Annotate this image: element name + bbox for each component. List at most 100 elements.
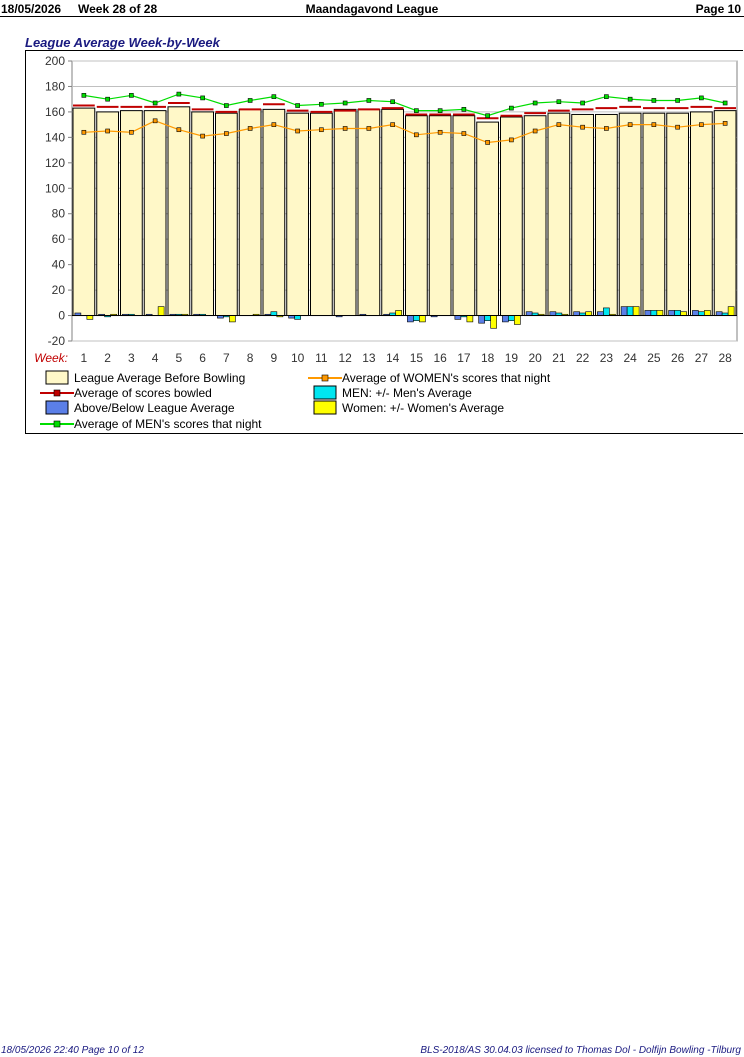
league-average-bar — [262, 108, 286, 317]
x-tick-label: 27 — [695, 351, 709, 365]
men-average-point — [532, 100, 538, 106]
women-average-point — [604, 126, 609, 131]
women-average-point — [152, 118, 158, 124]
women-average-point — [342, 126, 348, 131]
above-below-bar — [668, 310, 675, 316]
women-diff-bar — [419, 315, 426, 323]
league-average-bar — [310, 112, 333, 317]
league-average-bar — [167, 106, 191, 317]
women-average-point — [556, 122, 562, 127]
women-diff-bar — [514, 315, 521, 325]
y-tick-label: 200 — [45, 54, 65, 68]
men-diff-bar — [674, 310, 681, 316]
league-average-bar — [428, 115, 452, 317]
men-average-point — [556, 99, 562, 105]
men-average-point — [224, 103, 229, 108]
x-tick-label: 19 — [505, 351, 519, 365]
above-below-bar — [620, 306, 628, 316]
x-tick-label: 10 — [291, 351, 305, 365]
women-average-point — [509, 137, 514, 143]
above-below-bar — [692, 310, 699, 316]
league-average-bar — [333, 108, 357, 317]
league-average-bar — [72, 107, 96, 317]
league-average-bar — [500, 116, 523, 317]
x-tick-label: 7 — [223, 351, 230, 365]
women-average-point — [390, 122, 395, 127]
footer-left: 18/05/2026 22:40 Page 10 of 12 — [1, 1045, 144, 1056]
x-tick-label: 28 — [718, 351, 732, 365]
women-average-point — [319, 127, 324, 133]
men-average-point — [461, 107, 467, 112]
women-average-point — [200, 133, 205, 139]
above-below-bar — [573, 311, 580, 316]
x-tick-label: 3 — [128, 351, 135, 365]
above-below-bar — [478, 315, 485, 324]
men-average-point — [604, 94, 609, 99]
women-average-point — [699, 122, 704, 127]
league-average-bar — [690, 111, 713, 317]
women-average-point — [176, 127, 182, 133]
chart-title: League Average Week-by-Week — [25, 35, 220, 50]
women-average-point — [224, 131, 229, 136]
y-tick-label: 140 — [45, 130, 65, 144]
men-average-point — [722, 100, 728, 106]
women-average-point — [627, 122, 633, 127]
x-tick-label: 23 — [600, 351, 614, 365]
league-average-bar — [215, 112, 238, 317]
league-average-bar — [405, 115, 428, 317]
women-average-point — [485, 140, 490, 145]
women-average-point — [414, 132, 419, 138]
women-average-point — [81, 129, 87, 135]
header-date: 18/05/2026 — [1, 2, 62, 16]
women-average-point — [129, 129, 134, 135]
legend-swatch-marker — [321, 374, 329, 382]
legend-label: Average of scores bowled — [74, 386, 212, 400]
men-average-point — [437, 108, 443, 113]
footer-right: BLS-2018/AS 30.04.03 licensed to Thomas … — [420, 1045, 741, 1056]
legend-swatch — [313, 385, 337, 400]
y-tick-label: 180 — [45, 79, 65, 93]
men-diff-bar — [413, 315, 420, 321]
above-below-bar — [407, 315, 414, 323]
men-average-point — [319, 101, 324, 107]
legend-label: Average of MEN's scores that night — [74, 417, 262, 431]
above-below-bar — [454, 315, 462, 320]
women-diff-bar — [229, 315, 236, 323]
league-average-bar — [286, 112, 309, 317]
men-average-point — [152, 100, 158, 106]
women-average-point — [366, 126, 372, 131]
men-average-point — [366, 98, 372, 103]
above-below-bar — [525, 311, 533, 316]
men-diff-bar — [294, 315, 301, 320]
y-tick-label: 80 — [52, 207, 66, 221]
men-diff-bar — [603, 307, 610, 316]
women-diff-bar — [727, 306, 735, 316]
y-tick-label: -20 — [48, 334, 66, 348]
women-diff-bar — [704, 310, 711, 316]
women-diff-bar — [632, 306, 640, 316]
men-diff-bar — [626, 306, 634, 316]
x-tick-label: 25 — [647, 351, 661, 365]
above-below-bar — [644, 310, 652, 316]
men-average-point — [129, 93, 134, 98]
legend-swatch — [313, 400, 337, 415]
legend-swatch — [45, 370, 69, 385]
legend-label: Above/Below League Average — [74, 401, 235, 415]
x-tick-label: 13 — [362, 351, 376, 365]
y-tick-label: 100 — [45, 181, 65, 195]
x-tick-label: 12 — [338, 351, 352, 365]
league-average-bar — [547, 112, 571, 317]
women-average-point — [295, 128, 300, 134]
legend-label: League Average Before Bowling — [74, 371, 245, 385]
legend-swatch — [45, 400, 69, 415]
y-tick-label: 40 — [52, 258, 66, 272]
men-average-point — [271, 94, 277, 99]
men-average-point — [390, 99, 395, 105]
x-tick-label: 24 — [623, 351, 637, 365]
women-diff-bar — [157, 306, 165, 316]
league-average-bar — [713, 110, 737, 317]
x-tick-label: 9 — [271, 351, 278, 365]
men-average-point — [200, 95, 205, 101]
x-tick-label: 16 — [433, 351, 447, 365]
